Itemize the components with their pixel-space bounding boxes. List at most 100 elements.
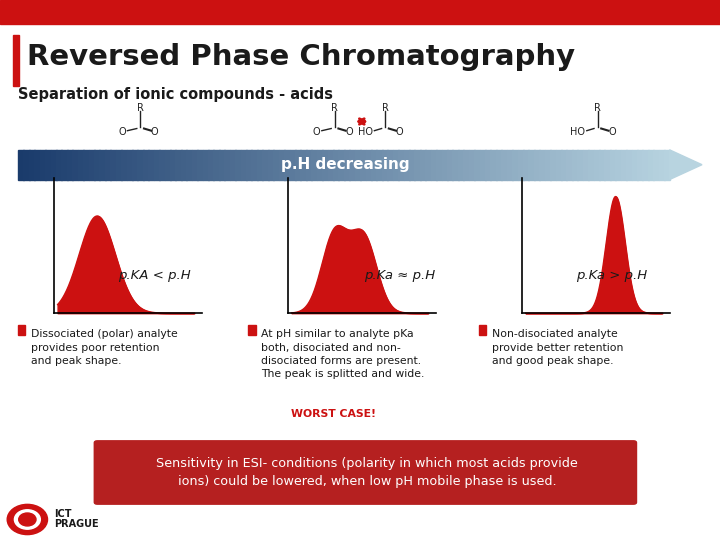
Bar	[317, 150, 323, 179]
Bar	[181, 150, 187, 179]
Bar	[235, 150, 241, 179]
Circle shape	[7, 504, 48, 535]
Bar	[409, 150, 415, 179]
Bar	[165, 150, 171, 179]
Bar	[604, 150, 611, 179]
Bar	[415, 150, 420, 179]
Bar	[610, 150, 616, 179]
Bar	[518, 150, 523, 179]
Bar	[186, 150, 192, 179]
Text: p.Ka > p.H: p.Ka > p.H	[577, 269, 647, 282]
Bar	[72, 150, 78, 179]
Bar	[496, 150, 502, 179]
Bar	[24, 150, 30, 179]
Bar	[447, 150, 453, 179]
Bar	[208, 150, 215, 179]
Bar	[616, 150, 621, 179]
Bar	[251, 150, 258, 179]
Bar	[371, 150, 377, 179]
Bar	[127, 150, 132, 179]
Bar	[328, 150, 333, 179]
Bar	[273, 150, 279, 179]
Text: p.Ka ≈ p.H: p.Ka ≈ p.H	[364, 269, 435, 282]
Bar	[507, 150, 513, 179]
Text: Reversed Phase Chromatography: Reversed Phase Chromatography	[27, 43, 575, 71]
Text: ICT: ICT	[54, 509, 71, 519]
Bar	[295, 150, 301, 179]
Bar	[159, 150, 166, 179]
Bar	[431, 150, 437, 179]
Text: R: R	[382, 103, 389, 113]
Bar	[170, 150, 176, 179]
Text: Dissociated (polar) analyte
provides poor retention
and peak shape.: Dissociated (polar) analyte provides poo…	[31, 329, 178, 366]
Bar	[621, 150, 627, 179]
Bar	[121, 150, 127, 179]
Bar	[225, 150, 230, 179]
Bar	[485, 150, 491, 179]
Bar	[67, 150, 73, 179]
Bar	[593, 150, 600, 179]
Bar	[148, 150, 155, 179]
FancyBboxPatch shape	[94, 440, 637, 505]
Bar	[534, 150, 540, 179]
Text: HO: HO	[570, 127, 585, 137]
Bar	[284, 150, 290, 179]
Bar	[94, 150, 100, 179]
Text: HO: HO	[358, 127, 372, 137]
Bar	[441, 150, 448, 179]
Bar	[56, 150, 62, 179]
Bar	[13, 35, 19, 86]
Bar	[230, 150, 236, 179]
Bar	[653, 150, 660, 179]
Text: Non-disociated analyte
provide better retention
and good peak shape.: Non-disociated analyte provide better re…	[492, 329, 623, 366]
Bar	[219, 150, 225, 179]
Bar	[333, 150, 339, 179]
Bar	[392, 150, 399, 179]
Bar	[0, 0, 720, 24]
Bar	[257, 150, 263, 179]
Bar	[279, 150, 285, 179]
Bar	[338, 150, 344, 179]
Bar	[213, 150, 220, 179]
Bar	[490, 150, 497, 179]
Text: O: O	[396, 127, 403, 137]
Text: At pH similar to analyte pKa
both, disociated and non-
disociated forms are pres: At pH similar to analyte pKa both, disoc…	[261, 329, 425, 379]
Bar	[311, 150, 318, 179]
Bar	[322, 150, 328, 179]
Bar	[479, 325, 486, 335]
Bar	[561, 150, 567, 179]
Text: O: O	[346, 127, 353, 137]
Bar	[306, 150, 312, 179]
Bar	[344, 150, 350, 179]
Bar	[577, 150, 583, 179]
Bar	[469, 150, 475, 179]
Text: PRAGUE: PRAGUE	[54, 519, 99, 529]
Bar	[631, 150, 638, 179]
Bar	[377, 150, 382, 179]
Polygon shape	[670, 150, 702, 179]
Bar	[539, 150, 546, 179]
Bar	[89, 150, 95, 179]
Bar	[648, 150, 654, 179]
Bar	[202, 150, 209, 179]
Text: R: R	[594, 103, 601, 113]
Bar	[382, 150, 388, 179]
Circle shape	[19, 513, 36, 526]
Bar	[426, 150, 431, 179]
Bar	[480, 150, 486, 179]
Bar	[99, 150, 106, 179]
Bar	[664, 150, 670, 179]
Bar	[463, 150, 469, 179]
Bar	[458, 150, 464, 179]
Bar	[550, 150, 557, 179]
Bar	[116, 150, 122, 179]
Bar	[192, 150, 198, 179]
Bar	[452, 150, 459, 179]
Bar	[105, 150, 111, 179]
Bar	[626, 150, 632, 179]
Bar	[474, 150, 480, 179]
Text: O: O	[608, 127, 616, 137]
Bar	[355, 150, 361, 179]
Bar	[289, 150, 296, 179]
Text: WORST CASE!: WORST CASE!	[291, 409, 376, 419]
